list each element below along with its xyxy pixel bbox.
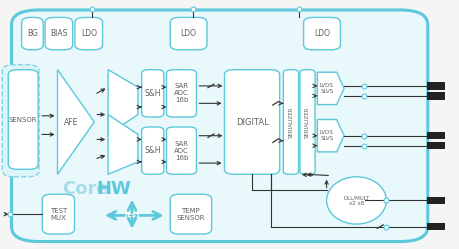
FancyBboxPatch shape xyxy=(22,17,43,50)
FancyBboxPatch shape xyxy=(75,17,102,50)
FancyBboxPatch shape xyxy=(166,127,196,174)
Polygon shape xyxy=(108,70,138,134)
Ellipse shape xyxy=(326,177,386,224)
FancyBboxPatch shape xyxy=(170,194,211,234)
Bar xyxy=(426,82,444,90)
FancyBboxPatch shape xyxy=(299,70,314,174)
Text: TEMP
SENSOR: TEMP SENSOR xyxy=(176,208,205,221)
FancyBboxPatch shape xyxy=(141,70,163,117)
Bar xyxy=(426,197,444,204)
Text: TEST: TEST xyxy=(123,213,140,218)
Text: LDO: LDO xyxy=(180,29,196,38)
FancyBboxPatch shape xyxy=(42,194,74,234)
Text: DLL/MULT
x2 x8: DLL/MULT x2 x8 xyxy=(342,195,369,206)
Text: BIAS: BIAS xyxy=(50,29,67,38)
Text: SERIALIZER: SERIALIZER xyxy=(288,106,293,138)
FancyBboxPatch shape xyxy=(11,10,427,242)
Bar xyxy=(426,92,444,100)
Text: Core: Core xyxy=(62,180,108,198)
Text: S&H: S&H xyxy=(144,146,161,155)
Text: SERIALIZER: SERIALIZER xyxy=(304,106,309,138)
Text: SAR
ADC
16b: SAR ADC 16b xyxy=(174,83,189,103)
Polygon shape xyxy=(317,72,343,105)
FancyBboxPatch shape xyxy=(166,70,196,117)
Text: LDO: LDO xyxy=(313,29,329,38)
Polygon shape xyxy=(317,120,343,152)
Text: LVDS
SLVS: LVDS SLVS xyxy=(319,130,333,141)
Text: BG: BG xyxy=(27,29,38,38)
Text: DIGITAL: DIGITAL xyxy=(235,118,268,126)
FancyBboxPatch shape xyxy=(303,17,340,50)
Bar xyxy=(426,223,444,230)
Text: AFE: AFE xyxy=(64,118,78,126)
Text: HW: HW xyxy=(96,180,131,198)
Text: SENSOR: SENSOR xyxy=(9,117,37,123)
Text: S&H: S&H xyxy=(144,89,161,98)
FancyBboxPatch shape xyxy=(2,65,39,177)
FancyBboxPatch shape xyxy=(224,70,279,174)
FancyBboxPatch shape xyxy=(45,17,73,50)
Text: SAR
ADC
16b: SAR ADC 16b xyxy=(174,141,189,161)
Bar xyxy=(426,142,444,149)
Text: TEST
MUX: TEST MUX xyxy=(50,208,67,221)
FancyBboxPatch shape xyxy=(8,70,38,169)
FancyBboxPatch shape xyxy=(141,127,163,174)
Text: LVDS
SLVS: LVDS SLVS xyxy=(319,83,333,94)
Polygon shape xyxy=(57,70,94,174)
Polygon shape xyxy=(108,115,138,174)
FancyBboxPatch shape xyxy=(283,70,298,174)
Bar xyxy=(426,132,444,139)
FancyBboxPatch shape xyxy=(170,17,207,50)
Text: LDO: LDO xyxy=(81,29,96,38)
